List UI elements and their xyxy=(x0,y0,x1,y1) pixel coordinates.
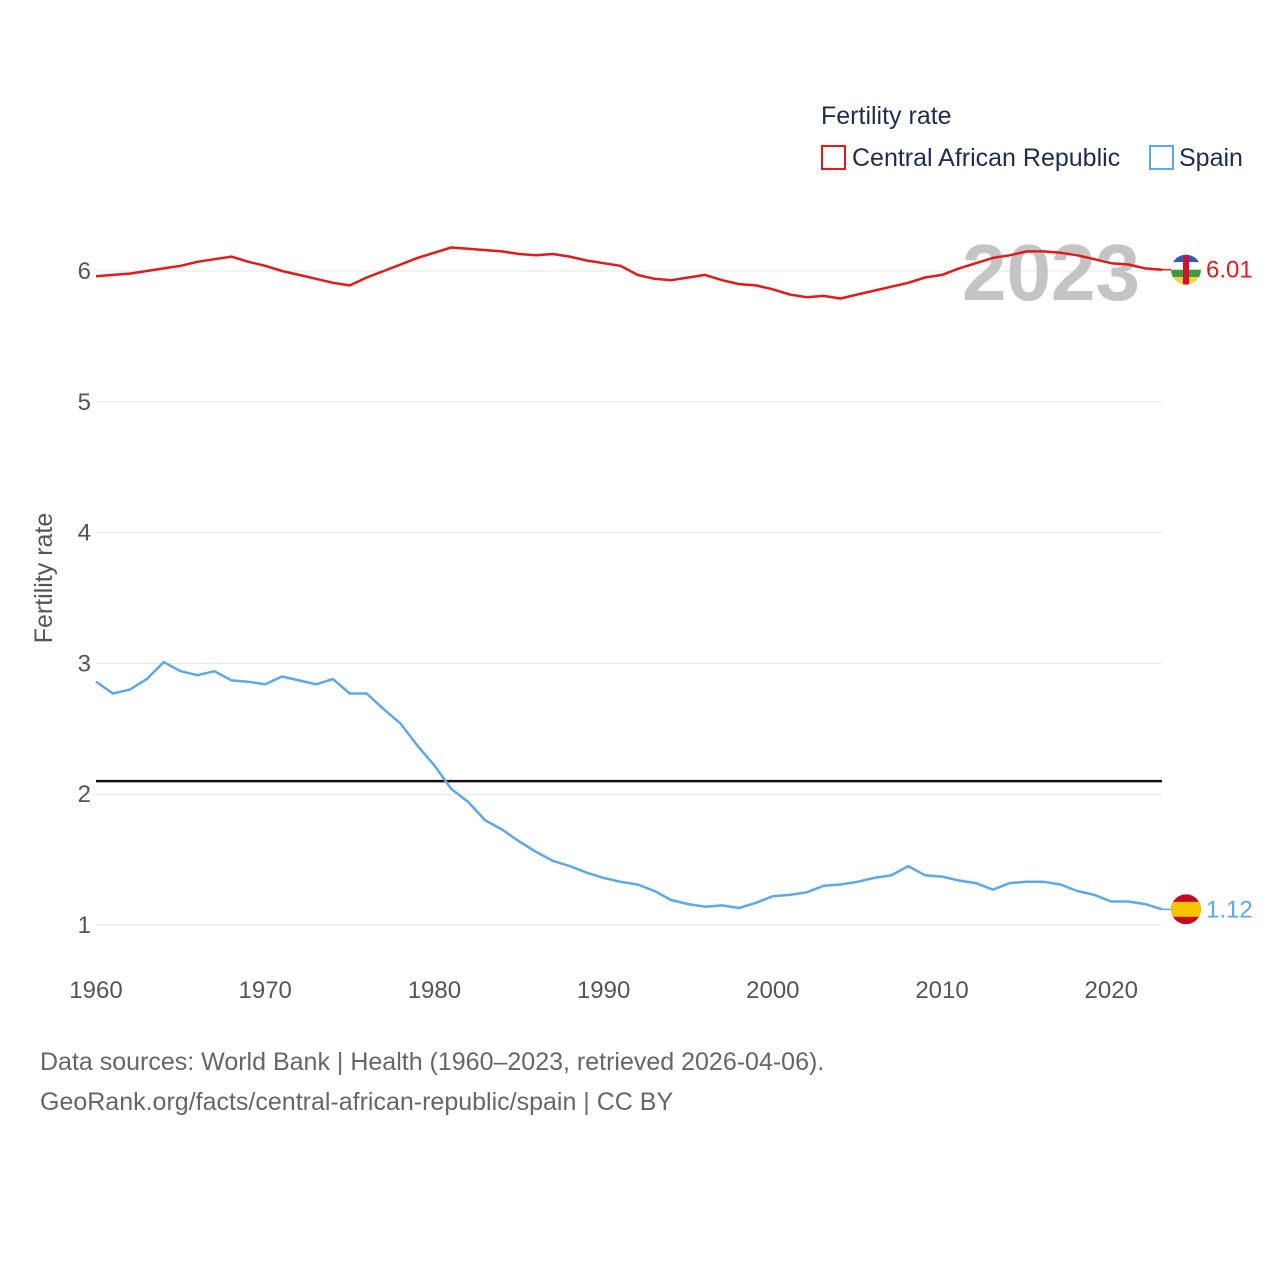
source-link[interactable]: GeoRank.org/facts/central-african-republ… xyxy=(40,1088,674,1116)
gridlines xyxy=(96,270,1162,926)
x-tick-label: 2000 xyxy=(746,977,799,1004)
series-lines xyxy=(95,246,1163,911)
x-axis-ticks: 1960 1970 1980 1990 2000 2010 2020 xyxy=(69,977,1138,1004)
flag-icon-central-african-republic xyxy=(1162,254,1201,285)
y-tick-label: 3 xyxy=(78,650,91,677)
end-markers: 6.01 1.12 xyxy=(1162,254,1253,925)
end-value-label-0: 6.01 xyxy=(1206,257,1253,284)
x-tick-label: 1980 xyxy=(408,977,461,1004)
legend-item-central-african-republic[interactable]: Central African Republic xyxy=(821,144,1120,172)
series-line-1 xyxy=(95,660,1163,911)
y-tick-label: 2 xyxy=(78,781,91,808)
source-line: Data sources: World Bank | Health (1960–… xyxy=(40,1048,825,1076)
source-footer: Data sources: World Bank | Health (1960–… xyxy=(40,1042,824,1122)
y-tick-label: 5 xyxy=(78,389,91,416)
series-line-0 xyxy=(95,246,1163,300)
legend-item-spain[interactable]: Spain xyxy=(1149,144,1243,172)
legend-swatch-spain xyxy=(1149,145,1174,170)
x-tick-label: 1960 xyxy=(69,977,122,1004)
x-tick-label: 2020 xyxy=(1085,977,1138,1004)
legend-swatch-car xyxy=(821,145,846,170)
x-tick-label: 2010 xyxy=(915,977,968,1004)
legend-title: Fertility rate xyxy=(821,102,952,130)
legend-label-car: Central African Republic xyxy=(852,144,1120,172)
fertility-rate-chart: 1 2 3 4 5 6 1960 1970 1980 1990 2000 2010 2020 Fert… xyxy=(30,102,1253,1004)
x-tick-label: 1970 xyxy=(239,977,292,1004)
legend-label-spain: Spain xyxy=(1179,144,1243,172)
y-axis-ticks: 1 2 3 4 5 6 xyxy=(78,258,91,939)
year-watermark: 2023 xyxy=(962,228,1140,317)
y-tick-label: 1 xyxy=(78,912,91,939)
x-tick-label: 1990 xyxy=(577,977,630,1004)
legend: Fertility rate Central African Republic … xyxy=(821,102,1243,172)
y-axis-label: Fertility rate xyxy=(30,513,58,644)
y-tick-label: 4 xyxy=(78,520,91,547)
end-value-label-1: 1.12 xyxy=(1206,896,1253,923)
y-tick-label: 6 xyxy=(78,258,91,285)
flag-icon-spain xyxy=(1162,894,1201,925)
